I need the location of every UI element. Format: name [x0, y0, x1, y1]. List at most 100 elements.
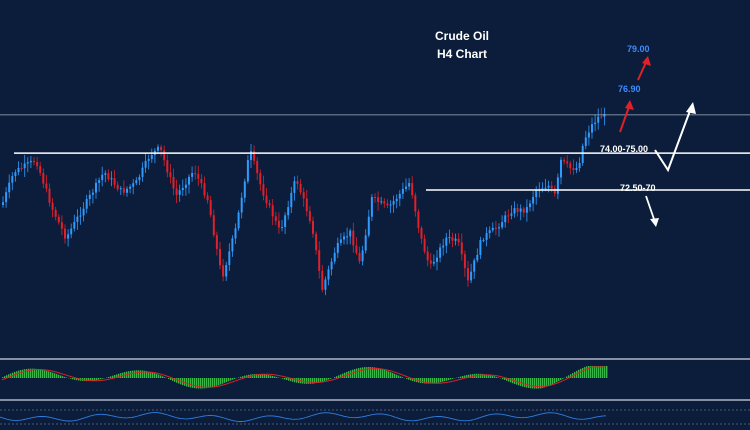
macd-bar [382, 369, 384, 378]
candle-body [581, 145, 584, 163]
candle-body [547, 185, 550, 188]
candle-body [45, 183, 48, 189]
macd-bar [152, 372, 154, 378]
macd-bar [170, 378, 172, 380]
macd-bar [272, 375, 274, 378]
macd-bar [450, 378, 452, 380]
macd-bar [184, 378, 186, 386]
macd-bar [102, 378, 104, 379]
candle-body [470, 271, 473, 281]
macd-bar [478, 373, 480, 378]
level-label-74-75: 74.00-75.00 [600, 144, 648, 154]
macd-bar [360, 367, 362, 378]
macd-bar [424, 378, 426, 384]
macd-bar [22, 369, 24, 378]
candle-body [302, 192, 305, 199]
candle-body [144, 160, 147, 168]
macd-bar [368, 367, 370, 378]
macd-bar [376, 367, 378, 378]
candle-body [439, 247, 442, 258]
macd-bar [38, 369, 40, 378]
macd-bar [568, 375, 570, 378]
candle-body [488, 230, 491, 234]
macd-bar [494, 376, 496, 378]
candle-body [383, 201, 386, 204]
candle-body [578, 162, 581, 169]
macd-bar [56, 374, 58, 378]
macd-bar [172, 378, 174, 381]
macd-bar [60, 375, 62, 378]
scenario-arrow-up-head [686, 102, 696, 114]
macd-bar [160, 375, 162, 378]
macd-bar [118, 373, 120, 378]
candle-body [367, 216, 370, 236]
macd-bar [94, 378, 96, 381]
macd-bar [242, 376, 244, 378]
candle-body [467, 268, 469, 281]
candle-body [122, 188, 125, 193]
candle-body [525, 207, 528, 213]
macd-bar [18, 370, 20, 378]
macd-bar [36, 368, 38, 378]
candle-body [200, 178, 203, 184]
macd-bar [524, 378, 526, 388]
candle-body [172, 176, 175, 189]
candle-body [529, 203, 531, 208]
candle-body [339, 239, 342, 243]
candle-body [246, 160, 249, 182]
macd-bar [584, 367, 586, 378]
macd-bar [2, 377, 4, 378]
candle-body [594, 122, 597, 125]
macd-bar [392, 372, 394, 378]
macd-bar [594, 366, 596, 378]
candle-body [405, 186, 407, 189]
candle-body [398, 193, 401, 199]
macd-bar [338, 375, 340, 378]
macd-bar [214, 378, 216, 387]
macd-bar [86, 378, 88, 382]
candle-body [132, 183, 135, 187]
candle-body [240, 197, 243, 213]
macd-bar [362, 367, 364, 378]
macd-bar [246, 375, 248, 378]
macd-bar [548, 378, 550, 386]
macd-bar [96, 378, 98, 381]
candle-body [436, 257, 438, 262]
macd-bar [554, 378, 556, 384]
macd-bar [314, 378, 316, 384]
macd-bar [186, 378, 188, 387]
macd-bar [550, 378, 552, 386]
scenario-arrow-down-head [650, 218, 659, 227]
candle-body [2, 202, 4, 205]
macd-bar [288, 378, 290, 381]
candle-body [8, 182, 11, 193]
macd-bar [226, 378, 228, 383]
candle-body [485, 233, 488, 240]
macd-bar [28, 368, 30, 378]
macd-bar [260, 374, 262, 378]
macd-bar [294, 378, 296, 383]
candle-body [256, 160, 259, 174]
candle-body [535, 190, 538, 198]
macd-bar [10, 373, 12, 378]
candle-body [352, 230, 355, 246]
macd-bar [310, 378, 312, 384]
candle-body [219, 248, 221, 266]
macd-bar [570, 374, 572, 378]
candle-body [225, 264, 228, 277]
candle-body [392, 201, 395, 205]
macd-bar [42, 369, 44, 378]
macd-bar [200, 378, 202, 389]
macd-bar [230, 378, 232, 381]
candle-body [259, 173, 262, 185]
macd-bar [40, 369, 42, 378]
candle-body [308, 211, 311, 222]
candle-body [423, 238, 426, 252]
candle-body [287, 207, 290, 216]
macd-bar [452, 378, 454, 379]
candle-body [560, 159, 562, 178]
macd-bar [370, 367, 372, 378]
macd-bar [402, 377, 404, 378]
macd-bar [488, 374, 490, 378]
